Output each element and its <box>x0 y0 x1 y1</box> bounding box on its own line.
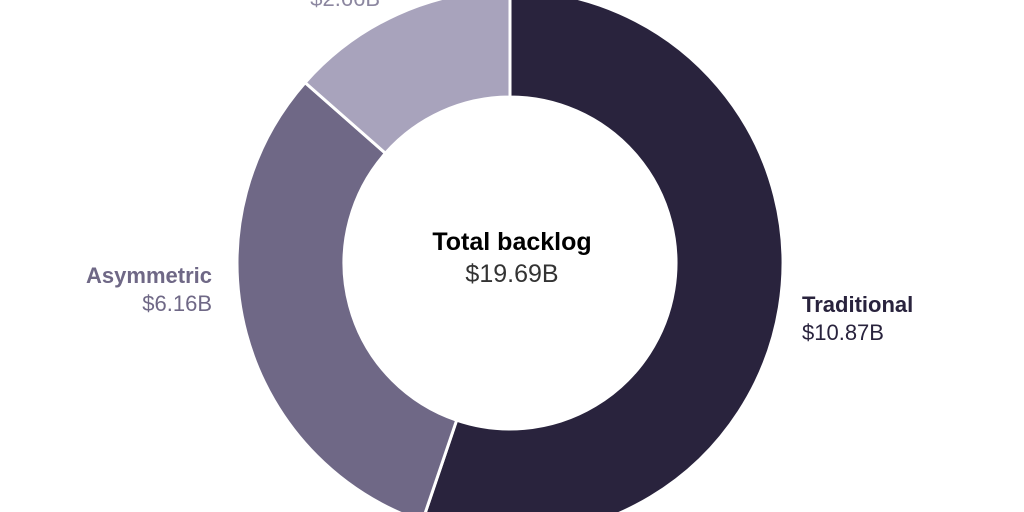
slice-value: $10.87B <box>802 320 884 345</box>
label-third-slice: $2.66B <box>310 0 380 13</box>
label-asymmetric: Asymmetric $6.16B <box>86 262 212 318</box>
slice-name: Asymmetric <box>86 263 212 288</box>
label-traditional: Traditional $10.87B <box>802 291 913 347</box>
slice-name: Traditional <box>802 292 914 317</box>
slice-value: $6.16B <box>142 291 212 316</box>
slice-value: $2.66B <box>310 0 380 13</box>
donut-slice-2 <box>235 80 459 512</box>
donut-slice-3 <box>302 0 512 156</box>
donut-slice-1 <box>423 0 785 512</box>
center-title: Total backlog <box>432 228 592 256</box>
center-label: Total backlog $19.69B <box>0 228 1024 288</box>
center-value: $19.69B <box>465 260 559 288</box>
